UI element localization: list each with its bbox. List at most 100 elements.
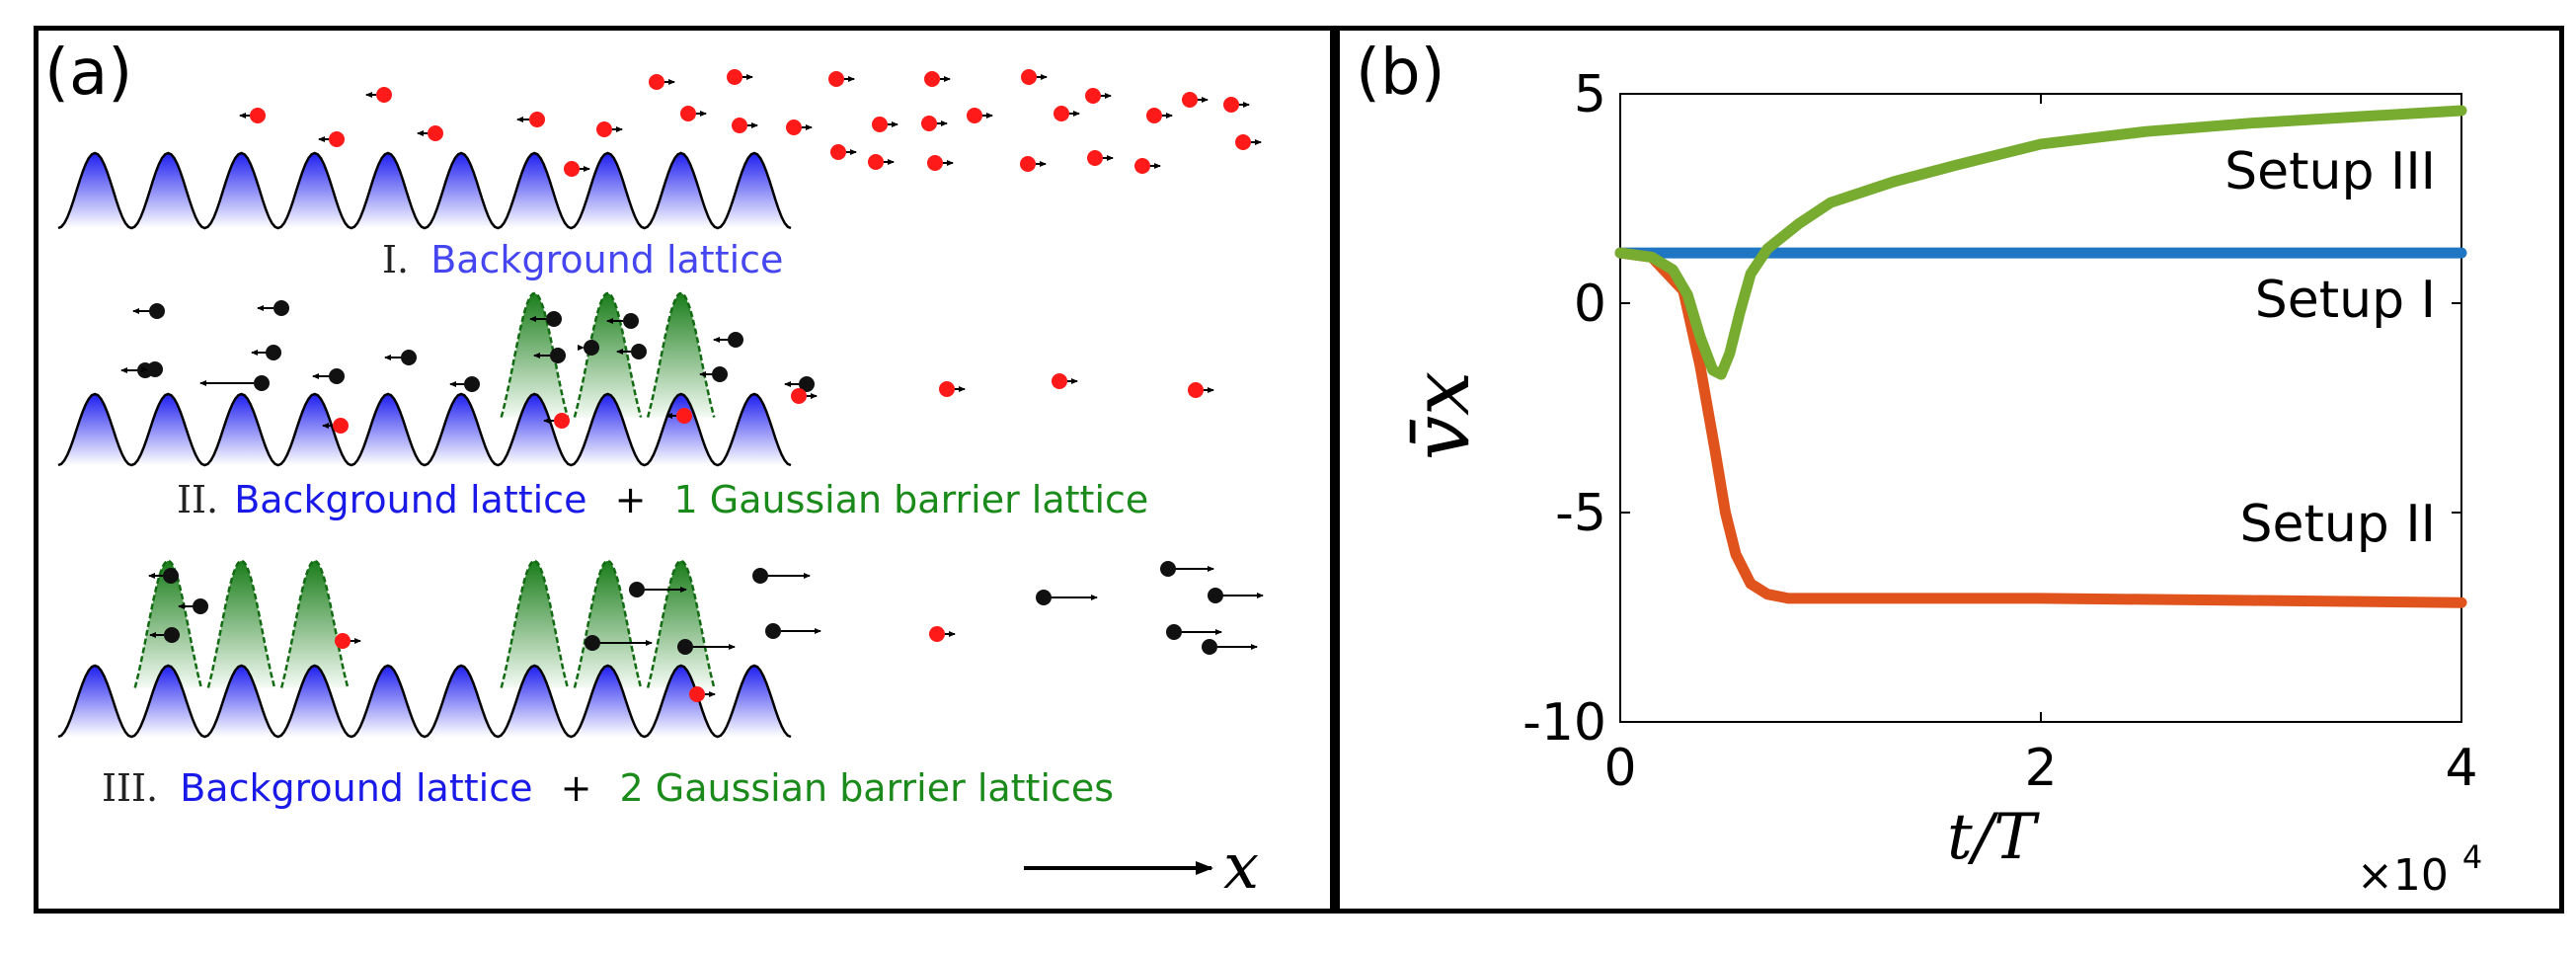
particle-dot xyxy=(623,313,639,329)
red-particle xyxy=(927,155,954,171)
black-particle xyxy=(713,332,743,348)
barrier-curve xyxy=(133,559,203,688)
barrier-fill xyxy=(207,561,275,688)
black-particle xyxy=(765,623,821,639)
y-tick-label: 5 xyxy=(1574,65,1606,124)
particle-dot xyxy=(266,345,281,360)
x-axis-label: x xyxy=(1223,831,1259,904)
particle-dot xyxy=(1223,97,1239,113)
black-particle xyxy=(784,376,815,392)
particle-dot xyxy=(680,106,696,121)
particle-dot xyxy=(967,108,982,123)
particle-dot xyxy=(333,418,349,434)
red-particle xyxy=(1085,88,1112,104)
particle-dot xyxy=(939,381,955,397)
background-lattice-curve xyxy=(57,151,792,230)
multiplier-base: ×10 xyxy=(2357,850,2449,901)
setup-III-numeral: III. xyxy=(102,766,158,810)
red-particle xyxy=(649,74,675,90)
setup-III-text-barrier: 2 Gaussian barrier lattices xyxy=(620,766,1115,810)
particle-dot xyxy=(799,376,815,392)
particle-dot xyxy=(401,350,417,365)
particle-dot xyxy=(727,69,742,85)
axis-ticks: 0 2 4 5 0 -5 -10 xyxy=(1522,65,2477,798)
black-particle xyxy=(529,311,562,327)
black-particle xyxy=(616,344,647,359)
particle-dot xyxy=(924,71,940,87)
particle-dot xyxy=(1036,590,1052,605)
black-particle xyxy=(1166,624,1222,640)
particle-dot xyxy=(335,633,351,649)
x-tick-label: 0 xyxy=(1603,739,1636,798)
red-particle xyxy=(872,117,898,132)
setup-I-numeral: I. xyxy=(382,238,409,281)
y-tick-label: 0 xyxy=(1574,275,1606,334)
panel-a-letter: (a) xyxy=(44,37,133,110)
particle-dot xyxy=(585,635,600,651)
red-particle xyxy=(365,87,392,103)
red-particle xyxy=(1021,69,1048,85)
particle-dot xyxy=(329,368,345,384)
black-particle xyxy=(1208,588,1264,603)
black-particle xyxy=(752,568,811,584)
particle-dot xyxy=(676,408,692,424)
red-particle xyxy=(318,131,345,147)
panel-b-letter: (b) xyxy=(1356,37,1445,110)
particle-dot xyxy=(273,300,289,316)
annotation-setup-II: Setup II xyxy=(2239,495,2436,554)
black-particle xyxy=(384,350,417,365)
particle-dot xyxy=(1052,373,1067,389)
barrier-curve xyxy=(206,559,276,688)
particle-dot xyxy=(254,375,270,391)
barrier-fill xyxy=(134,561,201,688)
red-particle xyxy=(830,144,857,160)
particle-dot xyxy=(329,131,345,147)
red-particle xyxy=(1223,97,1250,113)
particle-dot xyxy=(1188,382,1204,398)
barrier-fill xyxy=(281,561,349,688)
red-particle xyxy=(1146,108,1173,123)
black-particle xyxy=(312,368,345,384)
particle-dot xyxy=(1054,106,1069,121)
red-particle xyxy=(1188,382,1214,398)
red-particle xyxy=(1182,92,1209,108)
particle-dot xyxy=(728,332,743,348)
barrier-curve xyxy=(573,559,643,688)
red-particle xyxy=(1020,156,1047,172)
black-particle xyxy=(533,348,566,363)
red-particle xyxy=(322,418,349,434)
red-particle xyxy=(791,388,818,404)
red-particle xyxy=(417,125,443,141)
particle-dot xyxy=(1202,639,1217,655)
particle-dot xyxy=(629,582,645,597)
x-axis-multiplier: ×10 4 xyxy=(2357,838,2482,901)
particle-dot xyxy=(1208,588,1223,603)
particle-dot xyxy=(791,388,807,404)
black-particle xyxy=(1160,561,1214,577)
particle-dot xyxy=(786,119,802,135)
barrier-curve xyxy=(500,291,570,418)
particle-dot xyxy=(689,686,705,702)
background-lattice-fill xyxy=(58,666,791,737)
particle-dot xyxy=(1146,108,1162,123)
setup-III-label: III. Background lattice + 2 Gaussian bar… xyxy=(102,766,1114,810)
particle-dot xyxy=(872,117,888,132)
setup-II-text-bg: Background lattice xyxy=(234,478,586,521)
particle-dot xyxy=(1087,150,1103,166)
black-particle xyxy=(147,361,163,377)
red-particle xyxy=(868,154,895,170)
particle-dot xyxy=(1134,158,1150,174)
black-particle xyxy=(449,376,480,392)
particle-dot xyxy=(712,366,728,382)
red-particle xyxy=(1235,134,1262,150)
black-particle xyxy=(132,303,165,319)
setup-III-text-bg: Background lattice xyxy=(180,766,532,810)
red-particle xyxy=(924,71,951,87)
black-particle xyxy=(606,313,639,329)
particle-dot xyxy=(554,413,570,429)
red-particle xyxy=(929,626,956,642)
background-lattice-curve xyxy=(57,664,792,739)
particle-dot xyxy=(1166,624,1182,640)
particle-dot xyxy=(765,623,781,639)
black-particle xyxy=(1202,639,1258,655)
